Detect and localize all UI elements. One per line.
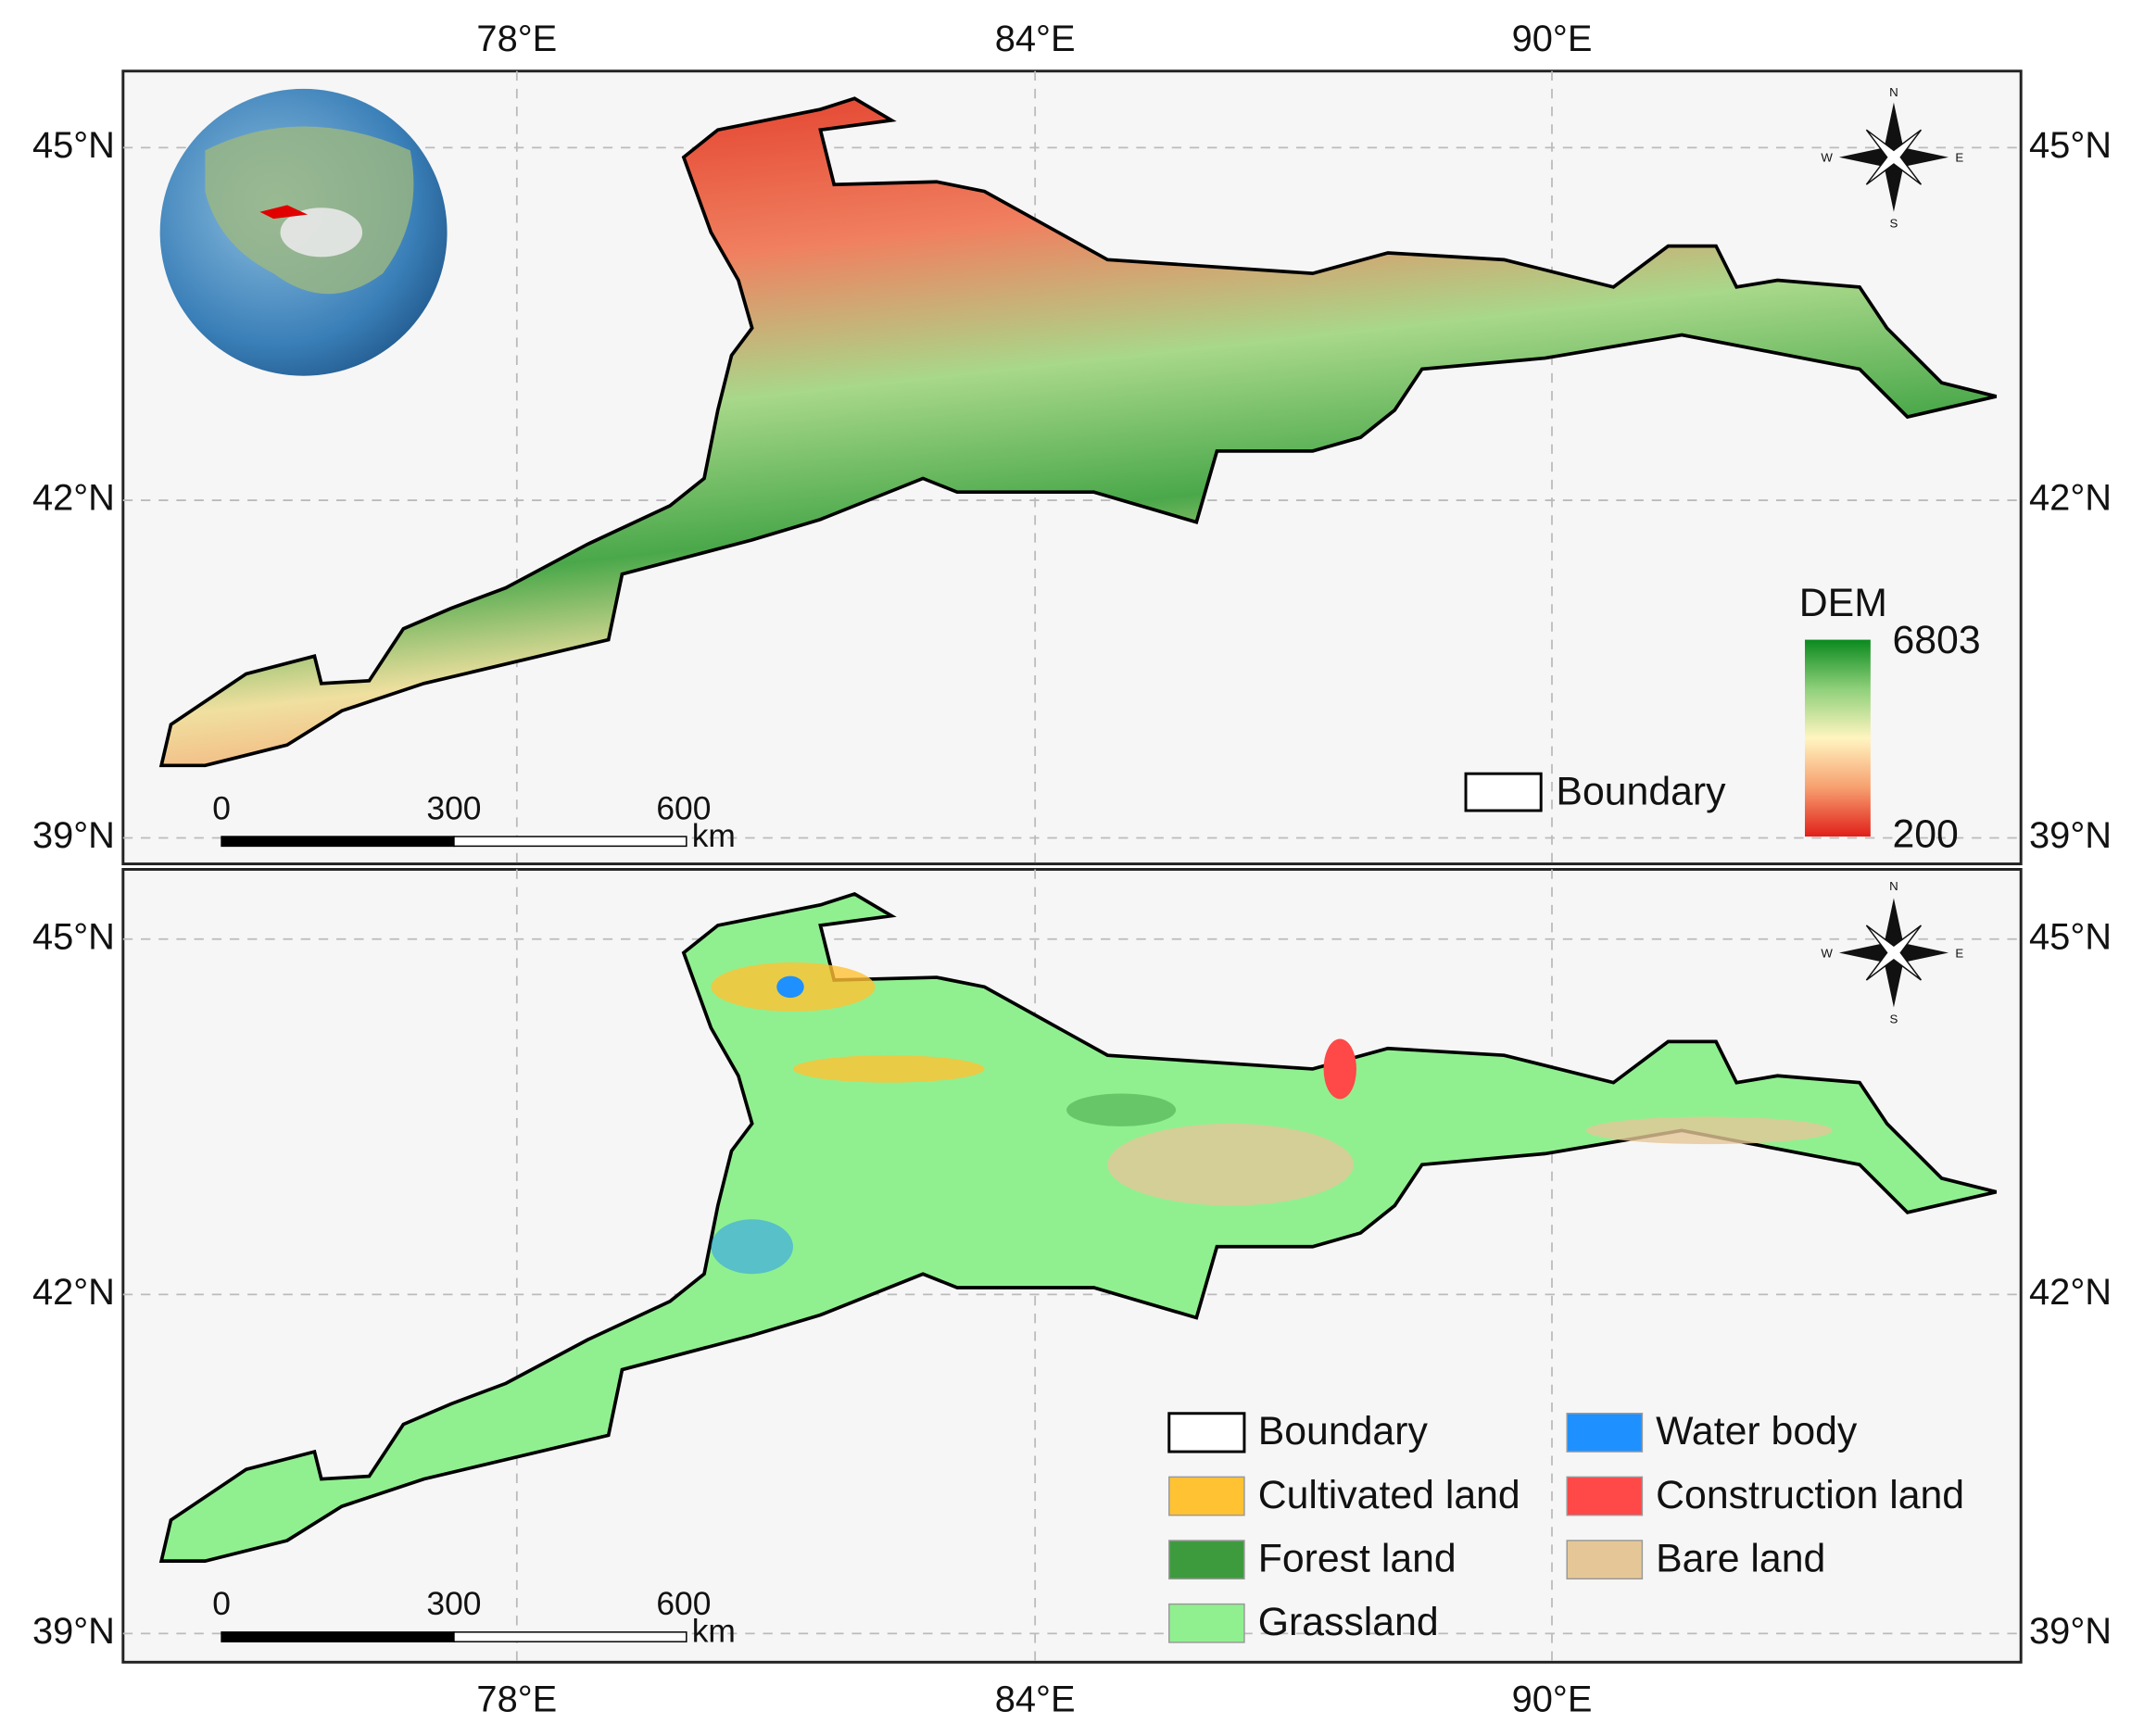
legend-swatch	[1168, 1540, 1245, 1580]
dem-max: 6803	[1892, 618, 1980, 662]
dem-title: DEM	[1799, 581, 1887, 625]
legend-label: Construction land	[1656, 1473, 1964, 1517]
scale-tick-label: 0	[212, 1585, 231, 1622]
legend-label: Boundary	[1258, 1409, 1429, 1453]
lat-label: 45°N	[2029, 916, 2112, 957]
scale-bar-black	[221, 1631, 455, 1642]
legend-swatch	[1168, 1476, 1245, 1516]
compass-n: N	[1889, 879, 1898, 893]
lat-label: 39°N	[2029, 1611, 2112, 1652]
compass	[1838, 898, 1949, 1008]
lat-label: 39°N	[32, 1611, 115, 1652]
scale-bar-white	[453, 836, 687, 848]
compass-e: E	[1955, 946, 1963, 960]
scale-bar-white	[453, 1631, 687, 1642]
compass	[1838, 102, 1949, 212]
scale-unit: km	[692, 817, 736, 854]
compass-s: S	[1890, 217, 1898, 231]
legend-swatch	[1464, 772, 1543, 812]
lon-label: 84°E	[995, 19, 1076, 59]
scale-tick-label: 300	[426, 1585, 481, 1622]
compass-s: S	[1890, 1012, 1898, 1025]
lat-label: 42°N	[32, 478, 115, 519]
legend-label: Forest land	[1258, 1536, 1457, 1580]
lon-label: 90°E	[1512, 19, 1593, 59]
lat-label: 45°N	[32, 125, 115, 166]
scale-tick-label: 0	[212, 789, 231, 826]
lat-label: 39°N	[2029, 815, 2112, 856]
legend-label: Grassland	[1258, 1600, 1439, 1644]
legend-swatch	[1566, 1413, 1644, 1453]
legend-swatch	[1566, 1476, 1644, 1516]
legend-swatch	[1566, 1540, 1644, 1580]
compass-n: N	[1889, 85, 1898, 99]
compass-e: E	[1955, 151, 1963, 165]
legend-label: Boundary	[1556, 770, 1726, 814]
compass-w: W	[1821, 151, 1833, 165]
scale-tick-label: 600	[656, 789, 711, 826]
legend-label: Cultivated land	[1258, 1473, 1520, 1517]
lat-label: 42°N	[2029, 1272, 2112, 1313]
lon-label: 90°E	[1512, 1679, 1593, 1720]
scale-bar-black	[221, 836, 455, 848]
legend-swatch	[1167, 1412, 1246, 1453]
scale-unit: km	[692, 1613, 736, 1650]
scale-tick-label: 600	[656, 1585, 711, 1622]
legend-label: Bare land	[1656, 1536, 1825, 1580]
lon-label: 78°E	[476, 19, 557, 59]
compass-w: W	[1821, 946, 1833, 960]
lat-label: 45°N	[32, 916, 115, 957]
lat-label: 39°N	[32, 815, 115, 856]
dem-min: 200	[1892, 811, 1958, 856]
legend-swatch	[1168, 1603, 1245, 1643]
dem-colorbar	[1805, 639, 1871, 837]
lon-label: 84°E	[995, 1679, 1076, 1720]
scale-tick-label: 300	[426, 789, 481, 826]
lat-label: 45°N	[2029, 125, 2112, 166]
lon-label: 78°E	[476, 1679, 557, 1720]
locator-globe	[159, 88, 448, 376]
landuse-region	[159, 892, 1999, 1563]
lat-label: 42°N	[2029, 478, 2112, 519]
lat-label: 42°N	[32, 1272, 115, 1313]
legend-label: Water body	[1656, 1409, 1858, 1453]
